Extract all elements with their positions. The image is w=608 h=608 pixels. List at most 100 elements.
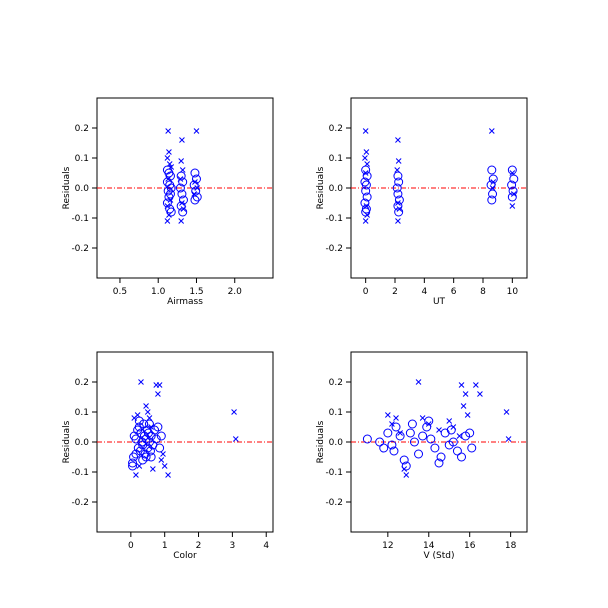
- y-tick-label: 0.1: [75, 408, 89, 418]
- data-point-circle: [467, 443, 477, 453]
- data-point-cross: [510, 191, 517, 197]
- x-tick-label: 12: [382, 541, 393, 551]
- data-point-cross: [166, 149, 172, 155]
- x-axis-label: Airmass: [167, 297, 203, 307]
- data-point-cross: [389, 421, 395, 427]
- data-point-cross: [460, 403, 467, 409]
- x-tick-label: 4: [421, 287, 427, 297]
- y-axis-label: Residuals: [316, 166, 326, 209]
- data-point-circle: [128, 461, 138, 471]
- data-point-cross: [505, 436, 512, 442]
- data-point-cross: [165, 128, 172, 134]
- data-point-circle: [165, 171, 175, 181]
- y-tick-label: 0.0: [75, 438, 90, 448]
- data-point-cross: [143, 403, 149, 409]
- data-point-circle: [401, 461, 411, 471]
- data-point-cross: [133, 472, 139, 478]
- data-point-cross: [165, 176, 172, 182]
- data-point-cross: [231, 409, 237, 415]
- y-tick-label: 0.1: [329, 154, 343, 164]
- data-point-cross: [363, 149, 370, 155]
- data-point-circle: [151, 434, 161, 444]
- y-tick-label: 0.2: [75, 378, 89, 388]
- data-point-circle: [134, 422, 144, 432]
- data-point-cross: [509, 203, 516, 209]
- data-point-circle: [422, 422, 432, 432]
- data-point-cross: [168, 164, 175, 170]
- data-point-circle: [192, 192, 202, 202]
- data-point-circle: [166, 183, 176, 193]
- x-tick-label: 8: [480, 287, 486, 297]
- panel-2: 0 2 4 6 8 10 -0.2 -0.1 0.0 0.1 0.2 UT Residuals: [316, 97, 528, 307]
- data-point-cross: [134, 412, 141, 418]
- data-point-circle: [487, 195, 497, 205]
- data-point-circle: [407, 419, 417, 429]
- data-point-cross: [363, 203, 370, 209]
- data-point-circle: [457, 452, 467, 462]
- data-point-circle: [362, 192, 372, 202]
- data-point-cross: [458, 382, 465, 388]
- y-tick-label: -0.2: [71, 498, 89, 508]
- data-point-cross: [364, 161, 370, 167]
- y-tick-label: 0.0: [75, 184, 90, 194]
- data-point-cross: [164, 203, 171, 209]
- data-point-circle: [393, 189, 403, 199]
- data-point-cross: [180, 206, 187, 212]
- x-tick-label: 16: [464, 541, 476, 551]
- data-point-circle: [426, 434, 436, 444]
- y-tick-label: -0.1: [325, 468, 343, 478]
- y-tick-label: 0.2: [329, 378, 343, 388]
- data-point-circle: [145, 446, 155, 456]
- x-tick-label: 4: [263, 541, 269, 551]
- data-point-circle: [394, 177, 404, 187]
- data-point-circle: [166, 207, 176, 217]
- data-point-cross: [401, 466, 408, 472]
- data-point-circle: [175, 183, 185, 193]
- data-point-circle: [131, 434, 141, 444]
- data-point-cross: [156, 382, 163, 388]
- data-point-circle: [143, 428, 153, 438]
- data-point-circle: [430, 443, 440, 453]
- data-point-circle: [424, 416, 434, 426]
- y-tick-label: 0.2: [75, 124, 89, 134]
- data-point-cross: [165, 472, 171, 478]
- y-tick-label: 0.1: [75, 154, 89, 164]
- data-point-cross: [394, 167, 401, 173]
- data-point-cross: [489, 185, 496, 191]
- data-point-circle: [129, 452, 139, 462]
- data-point-circle: [452, 446, 462, 456]
- data-point-circle: [418, 431, 428, 441]
- data-point-cross: [488, 128, 495, 134]
- data-point-circle: [448, 437, 458, 447]
- data-point-circle: [361, 180, 371, 190]
- data-point-cross: [490, 179, 497, 185]
- data-point-cross: [395, 218, 401, 224]
- data-point-cross: [397, 430, 403, 436]
- x-axis-label: Color: [173, 551, 197, 561]
- data-point-cross: [425, 421, 432, 427]
- data-point-cross: [395, 137, 401, 143]
- x-axis-label: UT: [433, 297, 446, 307]
- data-point-cross: [158, 457, 165, 463]
- data-point-circle: [379, 443, 389, 453]
- data-point-circle: [434, 458, 444, 468]
- x-tick-label: 1: [162, 541, 168, 551]
- data-point-cross: [462, 391, 469, 397]
- data-point-cross: [178, 218, 185, 224]
- data-point-circle: [399, 455, 409, 465]
- data-point-cross: [395, 158, 402, 164]
- data-point-cross: [503, 409, 510, 415]
- y-tick-label: -0.1: [71, 214, 89, 224]
- x-tick-label: 0: [363, 287, 369, 297]
- data-point-cross: [396, 206, 403, 212]
- y-tick-label: -0.2: [325, 244, 343, 254]
- x-tick-label: 6: [451, 287, 457, 297]
- data-point-cross: [155, 391, 161, 397]
- data-point-cross: [384, 412, 391, 418]
- data-point-circle: [162, 198, 172, 208]
- data-point-cross: [509, 170, 516, 176]
- data-point-cross: [149, 466, 156, 472]
- data-point-cross: [161, 463, 168, 469]
- data-point-cross: [179, 167, 186, 173]
